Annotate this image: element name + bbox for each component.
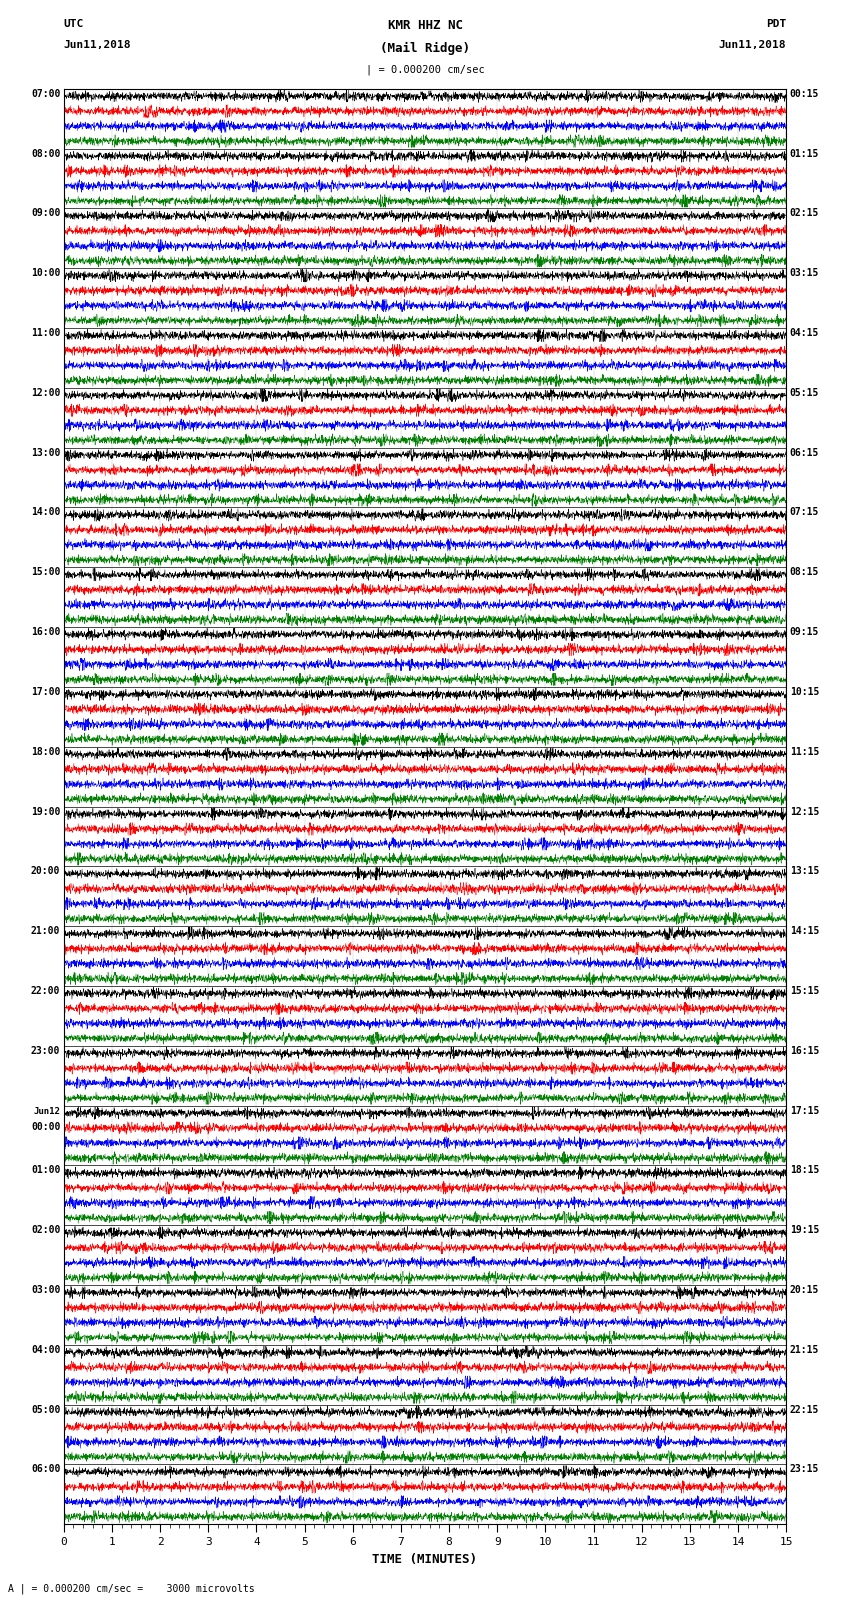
X-axis label: TIME (MINUTES): TIME (MINUTES) [372,1553,478,1566]
Text: 19:00: 19:00 [31,806,60,816]
Text: 05:15: 05:15 [790,387,819,398]
Text: 04:00: 04:00 [31,1345,60,1355]
Text: 17:15: 17:15 [790,1105,819,1116]
Text: Jun11,2018: Jun11,2018 [64,40,131,50]
Text: 03:00: 03:00 [31,1286,60,1295]
Text: 02:15: 02:15 [790,208,819,218]
Text: 08:15: 08:15 [790,568,819,577]
Text: (Mail Ridge): (Mail Ridge) [380,42,470,55]
Text: 10:15: 10:15 [790,687,819,697]
Text: KMR HHZ NC: KMR HHZ NC [388,19,462,32]
Text: 09:00: 09:00 [31,208,60,218]
Text: UTC: UTC [64,19,84,29]
Text: 20:00: 20:00 [31,866,60,876]
Text: 22:00: 22:00 [31,986,60,995]
Text: 22:15: 22:15 [790,1405,819,1415]
Text: 08:00: 08:00 [31,148,60,158]
Text: 10:00: 10:00 [31,268,60,277]
Text: 19:15: 19:15 [790,1226,819,1236]
Text: 16:00: 16:00 [31,627,60,637]
Text: 09:15: 09:15 [790,627,819,637]
Text: 14:15: 14:15 [790,926,819,936]
Text: 04:15: 04:15 [790,327,819,339]
Text: 02:00: 02:00 [31,1226,60,1236]
Text: 13:00: 13:00 [31,447,60,458]
Text: 23:15: 23:15 [790,1465,819,1474]
Text: 13:15: 13:15 [790,866,819,876]
Text: 11:15: 11:15 [790,747,819,756]
Text: A | = 0.000200 cm/sec =    3000 microvolts: A | = 0.000200 cm/sec = 3000 microvolts [8,1582,255,1594]
Text: 15:15: 15:15 [790,986,819,995]
Text: 00:00: 00:00 [31,1121,60,1132]
Text: 06:00: 06:00 [31,1465,60,1474]
Text: 12:15: 12:15 [790,806,819,816]
Text: 05:00: 05:00 [31,1405,60,1415]
Text: Jun11,2018: Jun11,2018 [719,40,786,50]
Text: 21:15: 21:15 [790,1345,819,1355]
Text: 20:15: 20:15 [790,1286,819,1295]
Text: 17:00: 17:00 [31,687,60,697]
Text: 03:15: 03:15 [790,268,819,277]
Text: 07:00: 07:00 [31,89,60,98]
Text: 14:00: 14:00 [31,508,60,518]
Text: 01:15: 01:15 [790,148,819,158]
Text: | = 0.000200 cm/sec: | = 0.000200 cm/sec [366,65,484,76]
Text: 07:15: 07:15 [790,508,819,518]
Text: 21:00: 21:00 [31,926,60,936]
Text: 18:15: 18:15 [790,1165,819,1176]
Text: 15:00: 15:00 [31,568,60,577]
Text: 11:00: 11:00 [31,327,60,339]
Text: 06:15: 06:15 [790,447,819,458]
Text: 12:00: 12:00 [31,387,60,398]
Text: 00:15: 00:15 [790,89,819,98]
Text: Jun12: Jun12 [33,1107,60,1116]
Text: 23:00: 23:00 [31,1045,60,1057]
Text: PDT: PDT [766,19,786,29]
Text: 01:00: 01:00 [31,1165,60,1176]
Text: 16:15: 16:15 [790,1045,819,1057]
Text: 18:00: 18:00 [31,747,60,756]
